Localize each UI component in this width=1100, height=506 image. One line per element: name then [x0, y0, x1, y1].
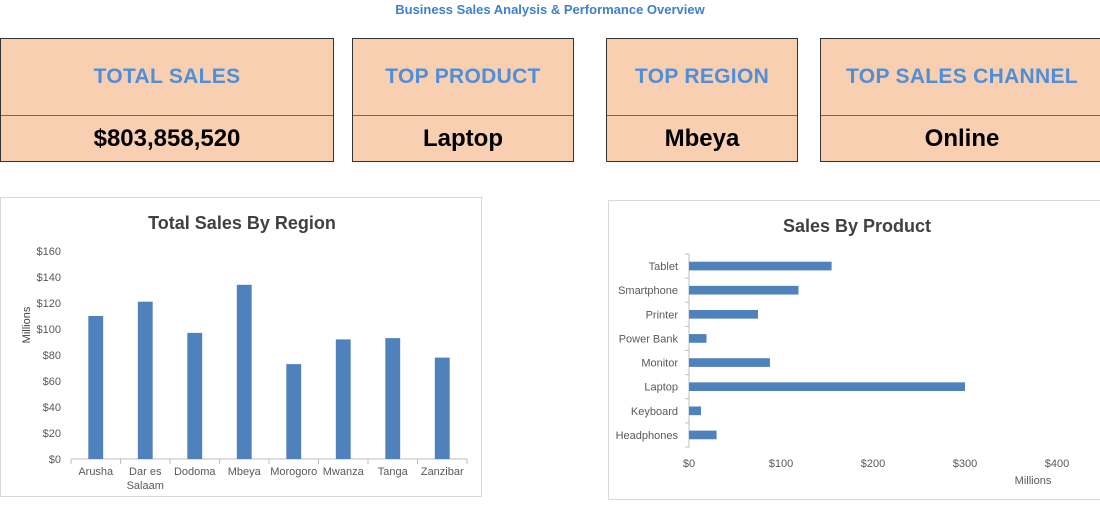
y-tick-label: Power Bank: [619, 333, 679, 345]
kpi-top-product: TOP PRODUCT Laptop: [352, 38, 574, 162]
x-tick-label: Zanzibar: [421, 466, 464, 478]
bar-morogoro: [286, 364, 302, 459]
y-tick-label: Tablet: [649, 261, 678, 273]
region-sales-chart: Total Sales By Region Millions $0 $20 $40 $60…: [21, 213, 468, 492]
kpi-total-sales: TOTAL SALES $803,858,520: [0, 38, 334, 162]
kpi-value: $803,858,520: [93, 124, 241, 152]
y-tick-label: $100: [37, 324, 61, 336]
dashboard-title: Business Sales Analysis & Performance Ov…: [395, 2, 705, 17]
kpi-value: Online: [924, 124, 1000, 152]
y-tick-label: $140: [37, 272, 61, 284]
bar-tablet: [689, 261, 832, 271]
x-axis-label: Millions: [1015, 475, 1052, 487]
bar-printer: [689, 309, 758, 319]
bar-tanga: [385, 338, 401, 459]
region-chart-panel[interactable]: Total Sales By Region Millions $0 $20 $40 $60…: [0, 197, 482, 497]
bar-smartphone: [689, 285, 799, 295]
bar-headphones: [689, 430, 717, 440]
kpi-divider: [1, 115, 333, 116]
bar-dar-es-salaam: [137, 301, 153, 459]
chart-title: Total Sales By Region: [148, 213, 336, 233]
kpi-label: TOTAL SALES: [93, 65, 241, 88]
kpi-top-sales-channel: TOP SALES CHANNEL Online: [820, 38, 1100, 162]
kpi-label: TOP SALES CHANNEL: [846, 65, 1078, 88]
x-tick-label: $100: [769, 458, 793, 470]
product-sales-chart: Sales By Product Tablet Smartphone Printer P…: [616, 216, 1070, 487]
x-tick-label: Mwanza: [323, 466, 365, 478]
x-tick-label: Tanga: [378, 466, 409, 478]
y-tick-label: $20: [43, 428, 61, 440]
x-tick-label: Dodoma: [174, 466, 216, 478]
kpi-divider: [821, 115, 1100, 116]
y-tick-label: Headphones: [616, 430, 679, 442]
y-tick-label: $120: [37, 298, 61, 310]
kpi-divider: [607, 115, 797, 116]
bar-keyboard: [689, 406, 701, 416]
y-tick-label: $80: [43, 350, 61, 362]
bar-dodoma: [187, 332, 203, 459]
bar-zanzibar: [434, 357, 450, 459]
kpi-label: TOP PRODUCT: [385, 65, 541, 88]
kpi-divider: [353, 115, 573, 116]
y-tick-label: Monitor: [641, 358, 678, 370]
x-tick-label: $0: [683, 458, 695, 470]
y-tick-label: $40: [43, 402, 61, 414]
y-tick-label: Smartphone: [618, 285, 678, 297]
x-tick-label: $200: [861, 458, 885, 470]
kpi-top-region: TOP REGION Mbeya: [606, 38, 798, 162]
kpi-value: Mbeya: [664, 124, 740, 152]
bar-monitor: [689, 358, 770, 367]
y-tick-label: $0: [49, 454, 61, 466]
bar-laptop: [689, 382, 965, 392]
kpi-label: TOP REGION: [634, 65, 770, 88]
x-tick-label: Arusha: [78, 466, 114, 478]
x-tick-label: Dar es Salaam: [127, 466, 164, 492]
product-chart-panel[interactable]: Sales By Product Tablet Smartphone Printer P…: [608, 200, 1100, 500]
bar-power-bank: [689, 334, 707, 343]
x-tick-label: Mbeya: [228, 466, 262, 478]
bar-arusha: [88, 316, 104, 459]
y-tick-label: $160: [37, 246, 61, 258]
y-tick-label: Keyboard: [631, 406, 678, 418]
y-axis-label: Millions: [21, 306, 33, 343]
y-tick-label: Laptop: [644, 382, 678, 394]
y-tick-label: Printer: [646, 309, 679, 321]
x-tick-label: Morogoro: [270, 466, 317, 478]
x-tick-label: $300: [953, 458, 977, 470]
kpi-value: Laptop: [423, 124, 503, 152]
bar-mbeya: [236, 284, 252, 459]
bar-mwanza: [335, 339, 351, 459]
x-tick-label: $400: [1045, 458, 1069, 470]
y-tick-label: $60: [43, 376, 61, 388]
chart-title: Sales By Product: [783, 216, 931, 236]
